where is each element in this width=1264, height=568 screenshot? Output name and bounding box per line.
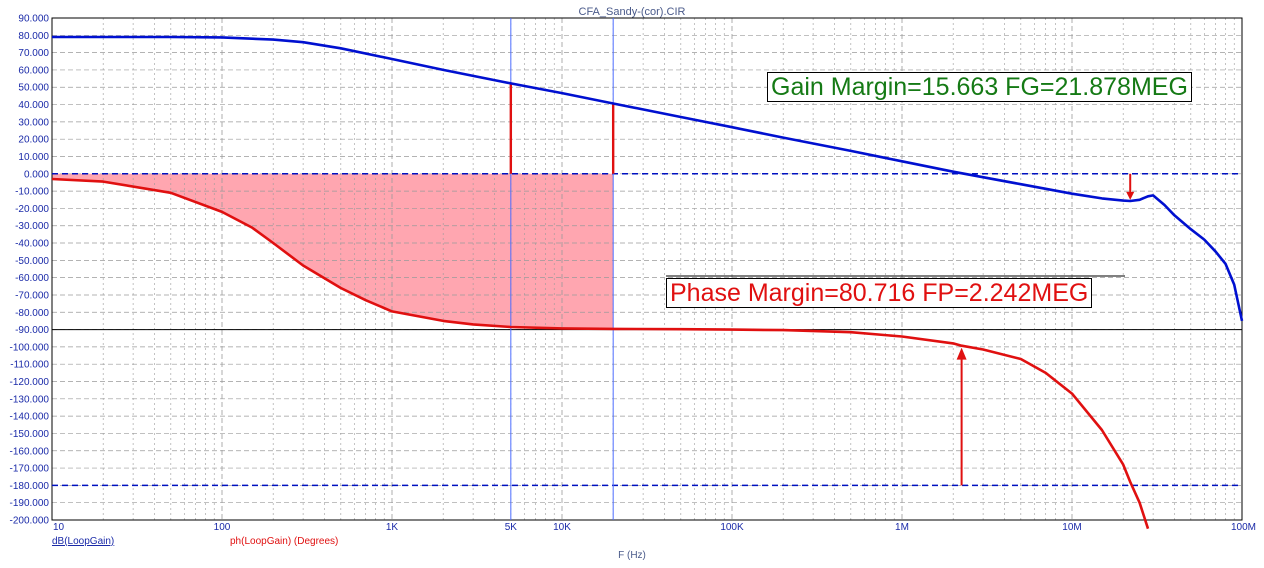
y-tick-label: -10.000 <box>15 187 49 198</box>
x-tick-label: 1M <box>895 522 909 533</box>
gain-curve <box>52 35 1244 322</box>
y-tick-label: 30.000 <box>18 117 49 128</box>
y-tick-label: -70.000 <box>15 290 49 301</box>
y-tick-label: -20.000 <box>15 204 49 215</box>
window-title: CFA_Sandy-(cor).CIR <box>578 6 686 18</box>
phase-margin-fill <box>52 173 614 330</box>
y-tick-label: -140.000 <box>10 412 50 423</box>
y-tick-label: -170.000 <box>10 464 50 475</box>
y-tick-label: 90.000 <box>18 14 49 25</box>
x-tick-label: 100K <box>720 522 744 533</box>
y-tick-label: -190.000 <box>10 498 50 509</box>
x-tick-label: 10M <box>1062 522 1081 533</box>
y-tick-label: 70.000 <box>18 48 49 59</box>
phase-margin-arrowhead <box>956 347 967 360</box>
plot-frame <box>51 17 1243 521</box>
x-axis-title: F (Hz) <box>618 550 646 561</box>
y-tick-label: -150.000 <box>10 429 50 440</box>
y-tick-label: -60.000 <box>15 273 49 284</box>
y-tick-label: 40.000 <box>18 100 49 111</box>
y-tick-label: 20.000 <box>18 135 49 146</box>
y-tick-label: 60.000 <box>18 65 49 76</box>
y-tick-label: 0.000 <box>24 169 49 180</box>
y-tick-label: -160.000 <box>10 446 50 457</box>
legend-gain[interactable]: dB(LoopGain) <box>52 536 115 547</box>
phase-curve <box>51 177 1150 530</box>
y-tick-label: -120.000 <box>10 377 50 388</box>
y-tick-label: -90.000 <box>15 325 49 336</box>
gain-margin-label[interactable]: Gain Margin=15.663 FG=21.878MEG <box>767 72 1192 102</box>
phase-margin-label[interactable]: Phase Margin=80.716 FP=2.242MEG <box>666 278 1093 308</box>
y-tick-label: 80.000 <box>18 31 49 42</box>
x-tick-label: 100 <box>214 522 231 533</box>
y-tick-label: -110.000 <box>10 360 49 371</box>
y-tick-label: 50.000 <box>18 83 49 94</box>
y-tick-label: -80.000 <box>15 308 49 319</box>
y-tick-label: -50.000 <box>15 256 49 267</box>
legend-phase[interactable]: ph(LoopGain) (Degrees) <box>230 536 339 547</box>
y-tick-label: -30.000 <box>15 221 49 232</box>
y-tick-label: 10.000 <box>18 152 49 163</box>
y-tick-label: -100.000 <box>10 342 50 353</box>
y-tick-label: -130.000 <box>10 394 50 405</box>
x-tick-label: 10 <box>53 522 65 533</box>
gain-margin-arrowhead <box>1126 191 1135 200</box>
y-tick-label: -200.000 <box>10 516 50 527</box>
y-tick-label: -40.000 <box>15 239 49 250</box>
x-tick-label: 1K <box>386 522 399 533</box>
y-tick-label: -180.000 <box>10 481 50 492</box>
x-tick-label: 100M <box>1231 522 1256 533</box>
x-tick-label: 10K <box>553 522 571 533</box>
x-tick-label: 5K <box>505 522 518 533</box>
